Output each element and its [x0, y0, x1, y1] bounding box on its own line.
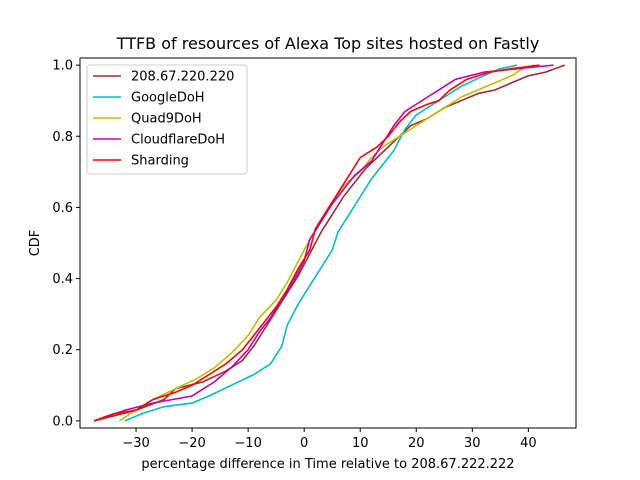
chart-title: TTFB of resources of Alexa Top sites hos…: [116, 34, 540, 53]
series-line-2: [124, 64, 518, 422]
series-line-4: [93, 64, 554, 422]
legend-box: [86, 64, 248, 175]
y-tick-label: 0.6: [52, 201, 73, 216]
x-tick-label: −20: [178, 436, 205, 451]
x-tick-label: −30: [122, 436, 149, 451]
x-axis-label: percentage difference in Time relative t…: [141, 457, 514, 472]
series-line-1: [93, 64, 566, 422]
x-tick-label: 40: [520, 436, 537, 451]
x-tick-label: 20: [408, 436, 425, 451]
legend: 208.67.220.220 GoogleDoH Quad9DoH Cloudflar…: [86, 64, 248, 175]
y-axis: 0.0 0.2 0.4 0.6 0.8 1.0: [52, 59, 80, 429]
legend-label-2: GoogleDoH: [131, 91, 205, 106]
y-tick-label: 1.0: [52, 59, 73, 74]
x-tick-label: 0: [300, 436, 308, 451]
x-tick-label: 10: [352, 436, 369, 451]
x-axis: −30 −20 −10 0 10 20 30 40: [122, 428, 537, 451]
series-line-5: [93, 64, 540, 422]
y-axis-label: CDF: [28, 230, 43, 257]
y-tick-label: 0.8: [52, 130, 73, 145]
y-tick-label: 0.0: [52, 414, 73, 429]
y-tick-label: 0.4: [52, 272, 73, 287]
legend-label-5: Sharding: [131, 154, 189, 169]
x-tick-label: −10: [234, 436, 261, 451]
plot-lines: [93, 64, 566, 422]
legend-label-3: Quad9DoH: [131, 112, 202, 127]
x-tick-label: 30: [464, 436, 481, 451]
legend-label-4: CloudflareDoH: [131, 133, 225, 148]
y-tick-label: 0.2: [52, 343, 73, 358]
plot-frame: [79, 57, 577, 429]
legend-label-1: 208.67.220.220: [131, 70, 234, 85]
